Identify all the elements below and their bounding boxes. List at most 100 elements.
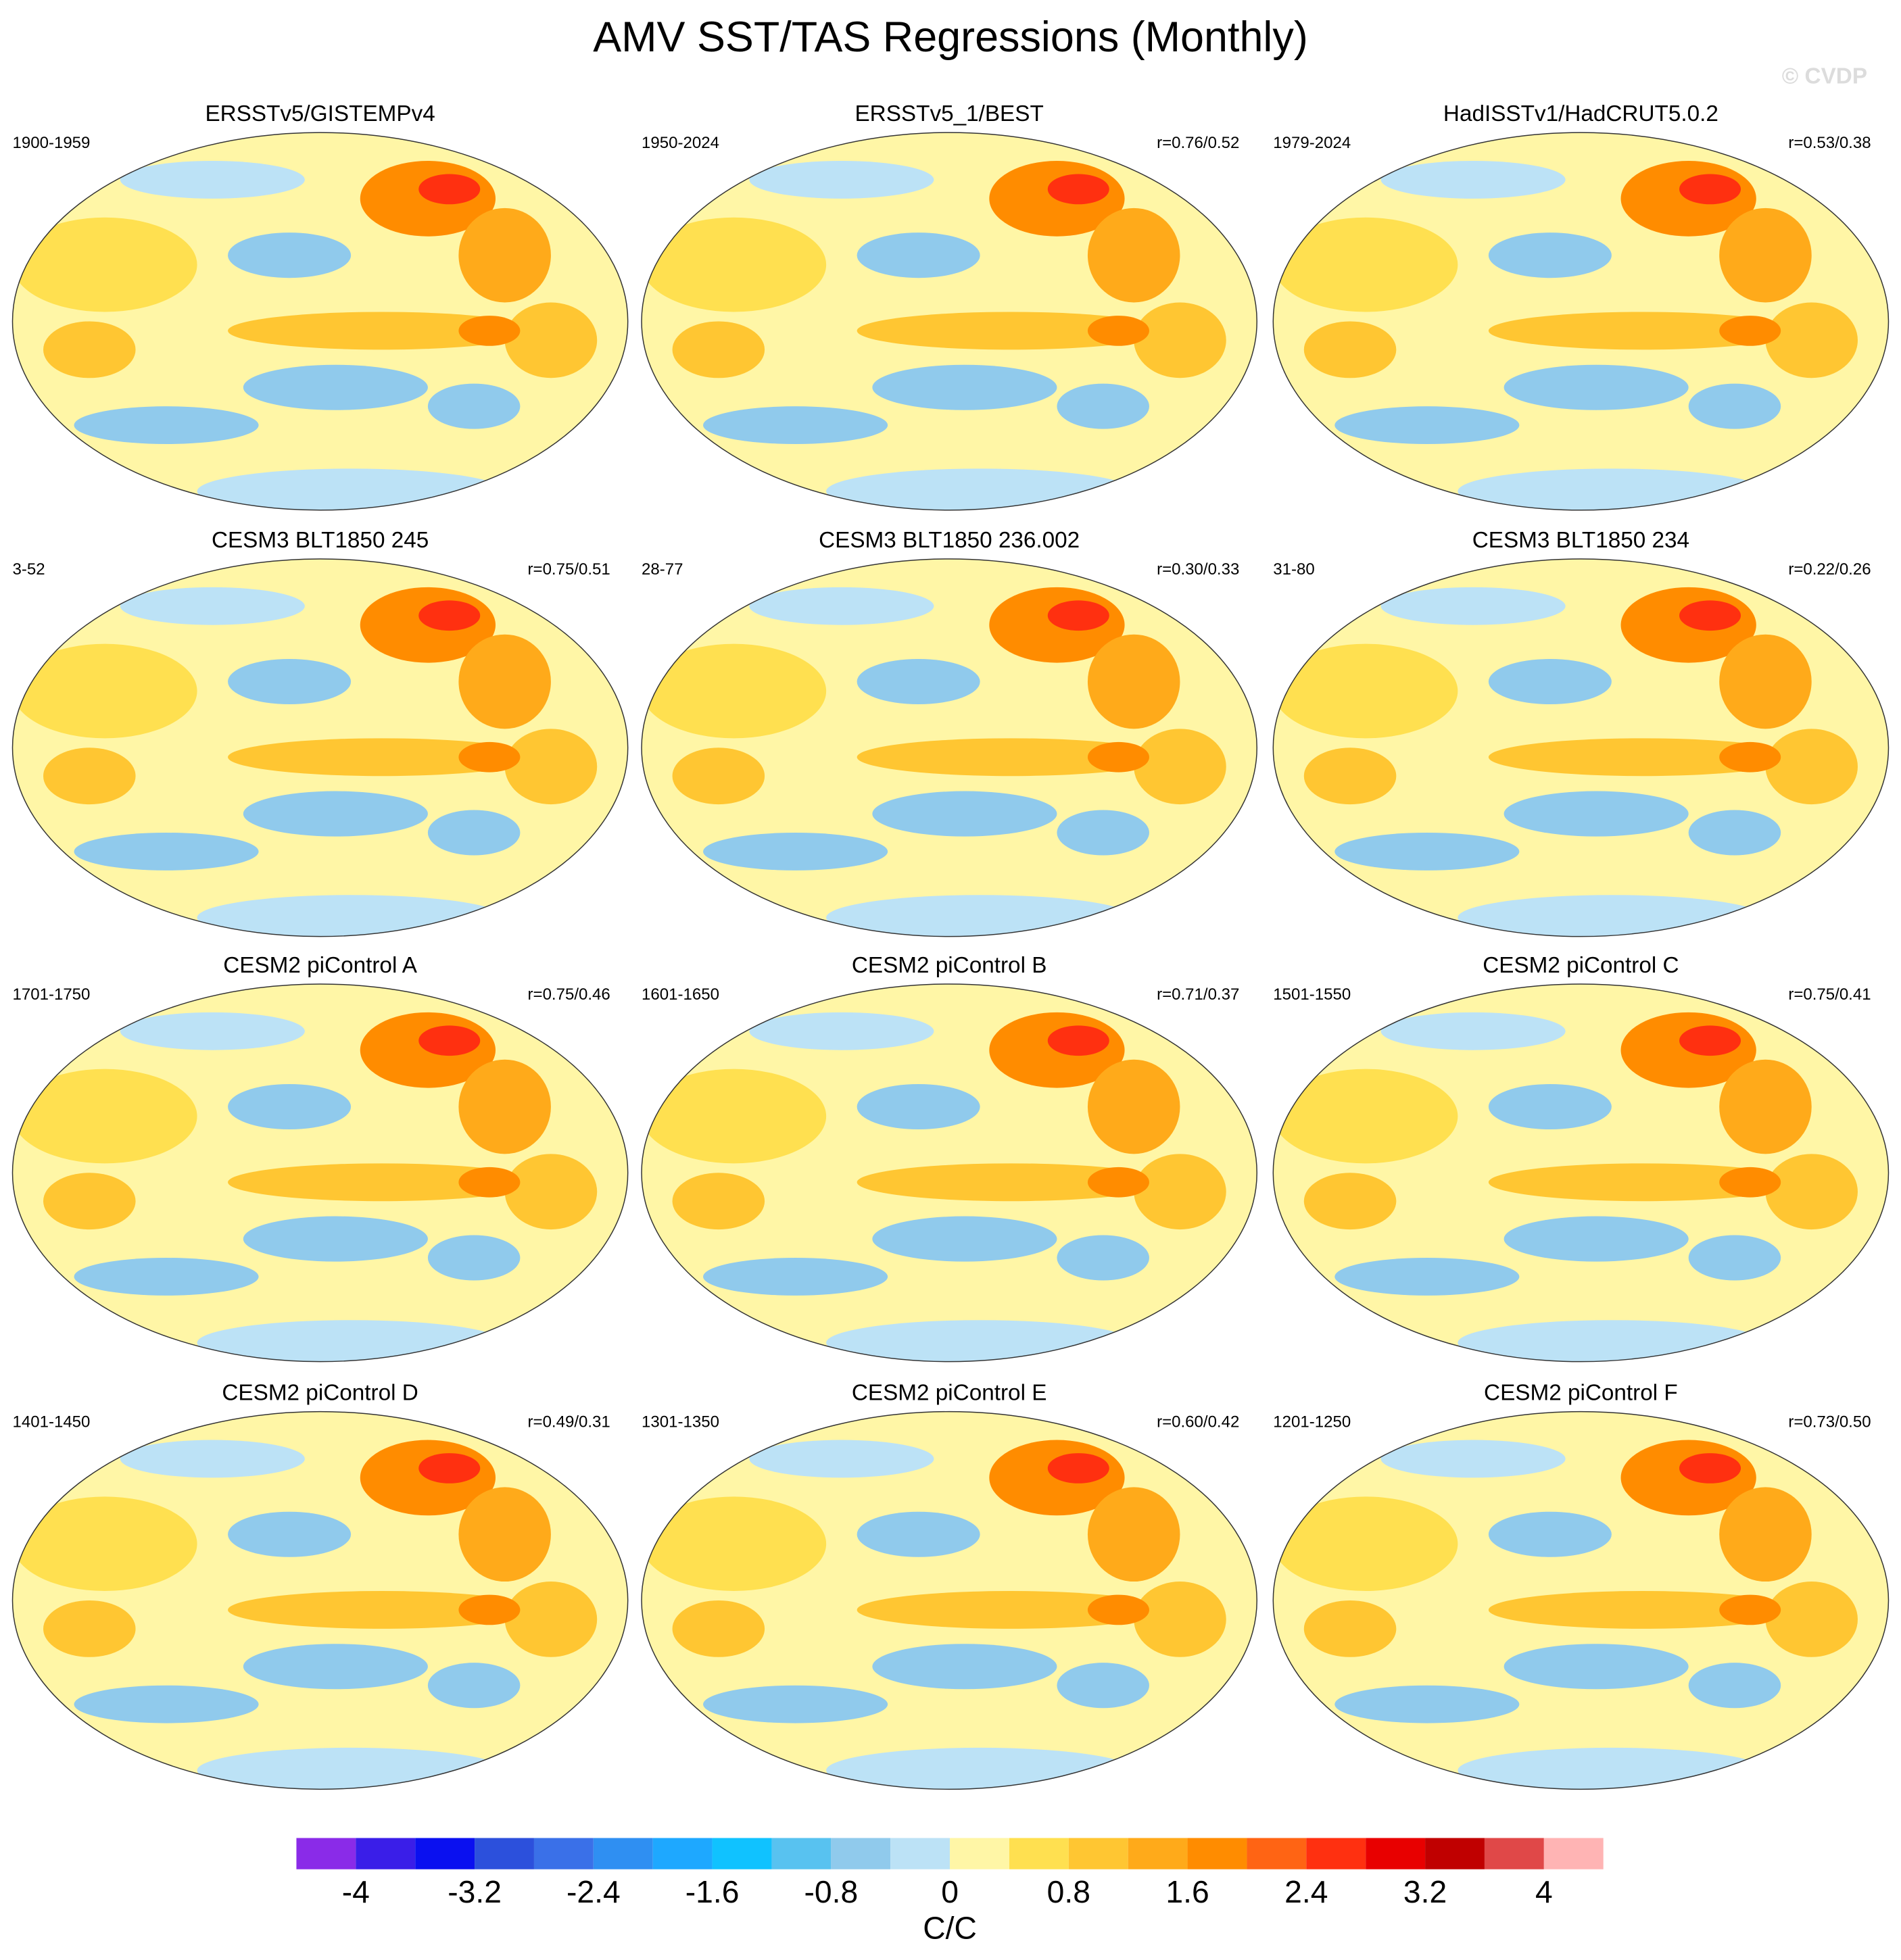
field-region	[418, 600, 481, 631]
map-outline	[1272, 983, 1890, 1363]
field-region	[120, 1440, 305, 1478]
field-region	[1688, 1663, 1781, 1709]
field	[642, 983, 1257, 1362]
field-region	[427, 810, 521, 856]
field-region	[1380, 1012, 1566, 1050]
field-region	[872, 1644, 1057, 1690]
field-region	[1134, 302, 1226, 378]
map-outline	[641, 558, 1257, 937]
field-region	[1719, 1594, 1781, 1625]
field-region	[1679, 174, 1741, 205]
field-region	[1134, 1154, 1226, 1230]
field-region	[120, 161, 305, 199]
field-region	[826, 895, 1134, 937]
field-region	[1719, 207, 1812, 303]
field	[642, 558, 1257, 937]
panel-title: CESM3 BLT1850 234	[1472, 528, 1689, 553]
field-region	[1719, 316, 1781, 346]
field-region	[672, 1173, 765, 1230]
field-region	[12, 217, 197, 312]
field-region	[857, 232, 980, 278]
field-region	[1087, 1167, 1149, 1198]
colorbar-tick-label: 0	[941, 1874, 959, 1909]
colorbar-label: C/C	[923, 1911, 977, 1946]
field-region	[1380, 587, 1566, 625]
colorbar-tick-label: 2.4	[1284, 1874, 1328, 1909]
colorbar-tick-label: -0.8	[804, 1874, 858, 1909]
field-region	[1334, 1685, 1520, 1723]
field-region	[1087, 316, 1149, 346]
period-label: 1950-2024	[642, 134, 719, 152]
map-outline	[1272, 1411, 1890, 1790]
field-region	[427, 383, 521, 429]
field-region	[74, 406, 259, 445]
panel-title: CESM2 piControl E	[852, 1381, 1047, 1406]
map-panel: HadISSTv1/HadCRUT5.0.2 1979-2024 r=0.53/0.…	[1272, 101, 1890, 511]
field-region	[1273, 643, 1458, 739]
field-region	[826, 1320, 1134, 1362]
period-label: 1601-1650	[642, 985, 719, 1004]
colorbar-box	[296, 1838, 356, 1869]
colorbar-box	[356, 1838, 416, 1869]
panel-title: CESM2 piControl A	[223, 953, 418, 978]
field-region	[1488, 659, 1612, 705]
field-region	[1087, 741, 1149, 773]
field-region	[1380, 1440, 1566, 1478]
field-region	[642, 1069, 827, 1164]
field-region	[228, 312, 536, 350]
field-region	[74, 1685, 259, 1723]
field-region	[43, 748, 136, 805]
correlation-label: r=0.75/0.41	[1788, 985, 1871, 1004]
field-region	[1057, 1235, 1149, 1281]
field-region	[1087, 634, 1180, 729]
field-region	[1047, 600, 1109, 631]
correlation-label: r=0.53/0.38	[1788, 134, 1871, 152]
field-region	[1488, 312, 1796, 350]
period-label: 1401-1450	[13, 1413, 91, 1431]
panel-title: CESM2 piControl C	[1483, 953, 1679, 978]
field	[1273, 558, 1889, 937]
field-region	[857, 1084, 980, 1130]
map-outline	[11, 1411, 629, 1790]
field-region	[458, 1487, 551, 1582]
correlation-label: r=0.30/0.33	[1157, 560, 1239, 579]
field-region	[243, 364, 428, 410]
field-region	[427, 1663, 521, 1709]
panel-title: ERSSTv5/GISTEMPv4	[205, 101, 435, 126]
map-panel: ERSSTv5/GISTEMPv4 1900-1959	[11, 101, 629, 511]
colorbar-box	[652, 1838, 713, 1869]
map-panel: CESM2 piControl D 1401-1450 r=0.49/0.31	[11, 1381, 629, 1790]
field-region	[1488, 738, 1796, 777]
field-region	[243, 791, 428, 837]
colorbar-box	[533, 1838, 594, 1869]
field-region	[1719, 741, 1781, 773]
period-label: 3-52	[13, 560, 45, 579]
field-region	[703, 406, 888, 445]
field-region	[427, 1235, 521, 1281]
field-region	[1488, 1591, 1796, 1629]
correlation-label: r=0.75/0.46	[528, 985, 610, 1004]
colorbar-box	[1306, 1838, 1366, 1869]
field-region	[1087, 1487, 1180, 1582]
field-region	[43, 1600, 136, 1657]
colorbar-tick-label: -3.2	[448, 1874, 502, 1909]
field-region	[1503, 1216, 1689, 1262]
period-label: 1979-2024	[1273, 134, 1351, 152]
field-region	[826, 1747, 1134, 1790]
field-region	[1057, 810, 1149, 856]
map-outline	[641, 132, 1257, 511]
field-region	[1719, 1487, 1812, 1582]
panel-title: CESM2 piControl D	[222, 1381, 418, 1406]
panel-title: CESM3 BLT1850 236.002	[819, 528, 1080, 553]
field-region	[1273, 1069, 1458, 1164]
field-region	[228, 1163, 536, 1202]
period-label: 1301-1350	[642, 1413, 719, 1431]
period-label: 31-80	[1273, 560, 1314, 579]
field-region	[197, 1320, 505, 1362]
field-region	[120, 587, 305, 625]
field	[12, 558, 628, 937]
field-region	[1134, 1582, 1226, 1657]
field-region	[857, 312, 1165, 350]
panel-title: CESM2 piControl B	[852, 953, 1047, 978]
colorbar-box	[1247, 1838, 1307, 1869]
